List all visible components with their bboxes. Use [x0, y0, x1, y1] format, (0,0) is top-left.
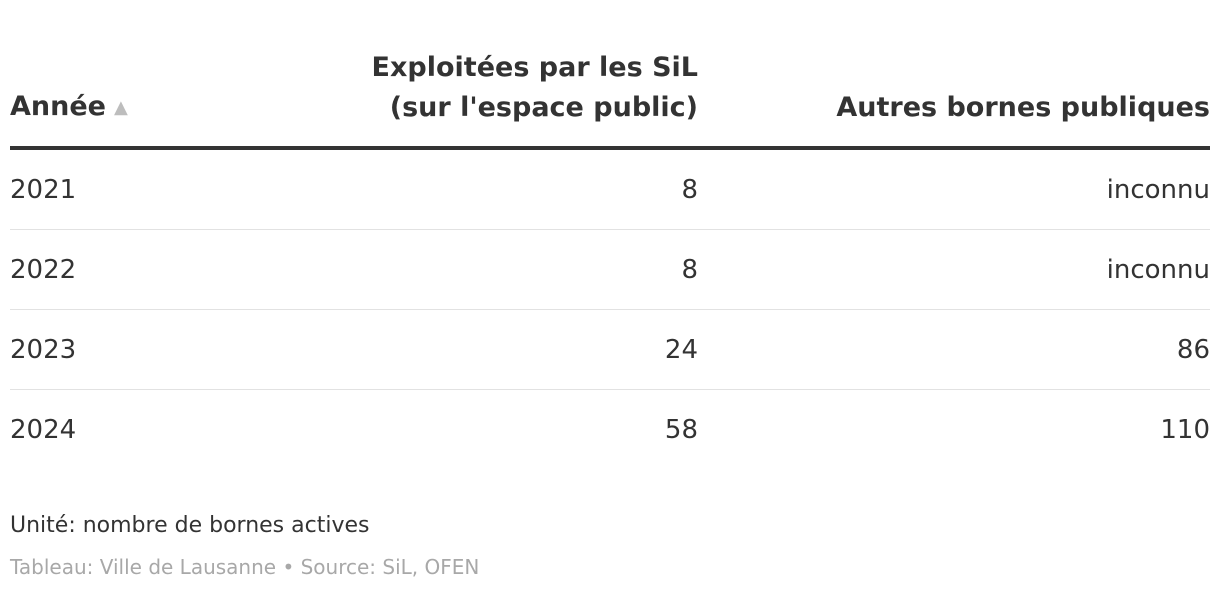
column-header-annee[interactable]: Année ▲ [10, 48, 210, 150]
table-cell-sil: 8 [210, 229, 698, 310]
table-cell-sil: 24 [210, 309, 698, 390]
column-header-label: Autres bornes publiques [836, 92, 1210, 123]
table-cell-sil: 58 [664, 414, 698, 445]
column-header-autres-bornes[interactable]: Autres bornes publiques [698, 48, 1210, 150]
table-cell-autres: inconnu [698, 148, 1210, 230]
table-cell-autres: inconnu [698, 229, 1210, 310]
table-cell-autres: 110 [1160, 414, 1210, 445]
unit-note: Unité: nombre de bornes actives [10, 513, 370, 538]
table-row: 2024 58 110 [10, 390, 1210, 470]
sort-ascending-icon[interactable]: ▲ [113, 97, 128, 118]
table-notes: Unité: nombre de bornes actives Tableau:… [10, 510, 1210, 582]
data-table-container: Année ▲ Exploitées par les SiL (sur l'esp… [10, 0, 1210, 469]
column-header-label-line-2: (sur l'espace public) [389, 92, 698, 123]
data-table: Année ▲ Exploitées par les SiL (sur l'esp… [10, 48, 1210, 469]
table-cell-year: 2023 [10, 309, 210, 390]
table-cell-year: 2024 [10, 414, 77, 445]
column-header-exploitees[interactable]: Exploitées par les SiL (sur l'espace pub… [210, 48, 698, 150]
table-row: 2022 8 inconnu [10, 229, 1210, 310]
table-cell-year: 2022 [10, 229, 210, 310]
table-cell-year: 2021 [10, 148, 210, 230]
table-cell-autres: 86 [698, 309, 1210, 390]
source-credit: Tableau: Ville de Lausanne • Source: SiL… [10, 555, 480, 579]
table-row: 2021 8 inconnu [10, 148, 1210, 230]
table-header-row: Année ▲ Exploitées par les SiL (sur l'esp… [10, 48, 1210, 150]
column-header-label-line-1: Exploitées par les SiL [371, 52, 698, 83]
column-header-label: Année [10, 91, 106, 122]
table-row: 2023 24 86 [10, 309, 1210, 390]
table-cell-sil: 8 [210, 148, 698, 230]
